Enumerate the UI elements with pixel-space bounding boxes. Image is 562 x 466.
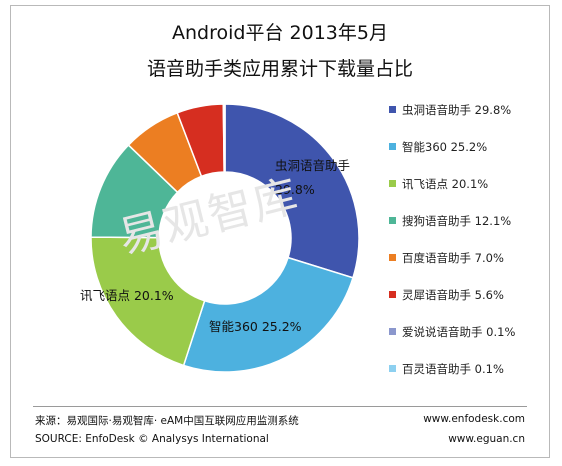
legend-swatch xyxy=(389,291,396,298)
slice-xunfei xyxy=(90,236,206,367)
legend-swatch xyxy=(389,106,396,113)
chart-title-line2: 语音助手类应用累计下载量占比 xyxy=(146,58,413,80)
source-cn: 来源：易观国际·易观智库· eAM中国互联网应用监测系统 xyxy=(35,415,299,427)
legend-label: 搜狗语音助手 12.1% xyxy=(402,214,512,228)
slice-zhineng360 xyxy=(182,256,354,373)
legend-label: 百度语音助手 7.0% xyxy=(402,251,504,265)
footer-url-eguan: www.eguan.cn xyxy=(448,433,525,445)
legend-swatch xyxy=(389,217,396,224)
legend-label: 灵犀语音助手 5.6% xyxy=(402,288,504,302)
data-label-0-1: 29.8% xyxy=(275,182,315,197)
legend-swatch xyxy=(389,143,396,150)
data-label-0-0: 虫洞语音助手 xyxy=(275,158,350,173)
legend-label: 爱说说语音助手 0.1% xyxy=(402,325,516,339)
footer-divider xyxy=(33,406,527,407)
legend-label: 讯飞语点 20.1% xyxy=(402,177,489,191)
legend-label: 智能360 25.2% xyxy=(402,140,488,154)
source-en: SOURCE: EnfoDesk © Analysys Internationa… xyxy=(35,433,269,445)
legend-swatch xyxy=(389,254,396,261)
slice-bailing xyxy=(223,103,226,173)
legend-swatch xyxy=(389,180,396,187)
chart-frame: Android平台 2013年5月 语音助手类应用累计下载量占比 虫洞语音助手 2… xyxy=(10,5,550,458)
legend-label: 虫洞语音助手 29.8% xyxy=(402,103,512,117)
legend-label: 百灵语音助手 0.1% xyxy=(402,362,504,376)
slice-chongdong xyxy=(224,103,360,279)
data-label-2-0: 讯飞语点 20.1% xyxy=(80,288,174,303)
chart-title-line1: Android平台 2013年5月 xyxy=(172,22,388,44)
legend-swatch xyxy=(389,328,396,335)
donut-chart: 虫洞语音助手 29.8% 智能360 25.2% 讯飞语点 20.1% xyxy=(80,103,360,373)
data-label-1-0: 智能360 25.2% xyxy=(209,319,302,334)
footer-url-enfodesk: www.enfodesk.com xyxy=(423,413,525,425)
legend-swatch xyxy=(389,365,396,372)
